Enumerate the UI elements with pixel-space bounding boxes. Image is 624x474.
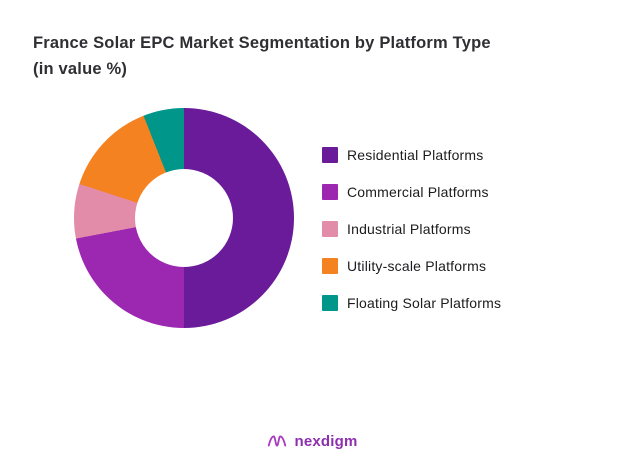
nexdigm-wave-icon [266, 430, 288, 452]
chart-title-line2: (in value %) [33, 60, 128, 78]
legend-swatch [322, 146, 338, 163]
legend-label: Industrial Platforms [347, 220, 471, 237]
legend-item: Floating Solar Platforms [322, 294, 501, 311]
donut-chart-container [74, 108, 294, 328]
chart-title: France Solar EPC Market Segmentation by … [33, 30, 593, 82]
legend-item: Industrial Platforms [322, 220, 501, 237]
chart-title-line1: France Solar EPC Market Segmentation by … [33, 34, 491, 52]
legend-label: Floating Solar Platforms [347, 294, 502, 311]
legend-item: Residential Platforms [322, 146, 501, 163]
brand-footer: nexdigm [0, 430, 624, 452]
legend-label: Utility-scale Platforms [347, 257, 487, 274]
legend-label: Commercial Platforms [347, 183, 489, 200]
legend-swatch [322, 294, 338, 311]
legend-swatch [322, 220, 338, 237]
brand-name: nexdigm [294, 432, 358, 450]
chart-legend: Residential Platforms Commercial Platfor… [322, 146, 501, 311]
legend-swatch [322, 183, 338, 200]
legend-swatch [322, 257, 338, 274]
legend-item: Utility-scale Platforms [322, 257, 501, 274]
legend-item: Commercial Platforms [322, 183, 501, 200]
legend-label: Residential Platforms [347, 146, 484, 163]
donut-hole [135, 169, 233, 267]
